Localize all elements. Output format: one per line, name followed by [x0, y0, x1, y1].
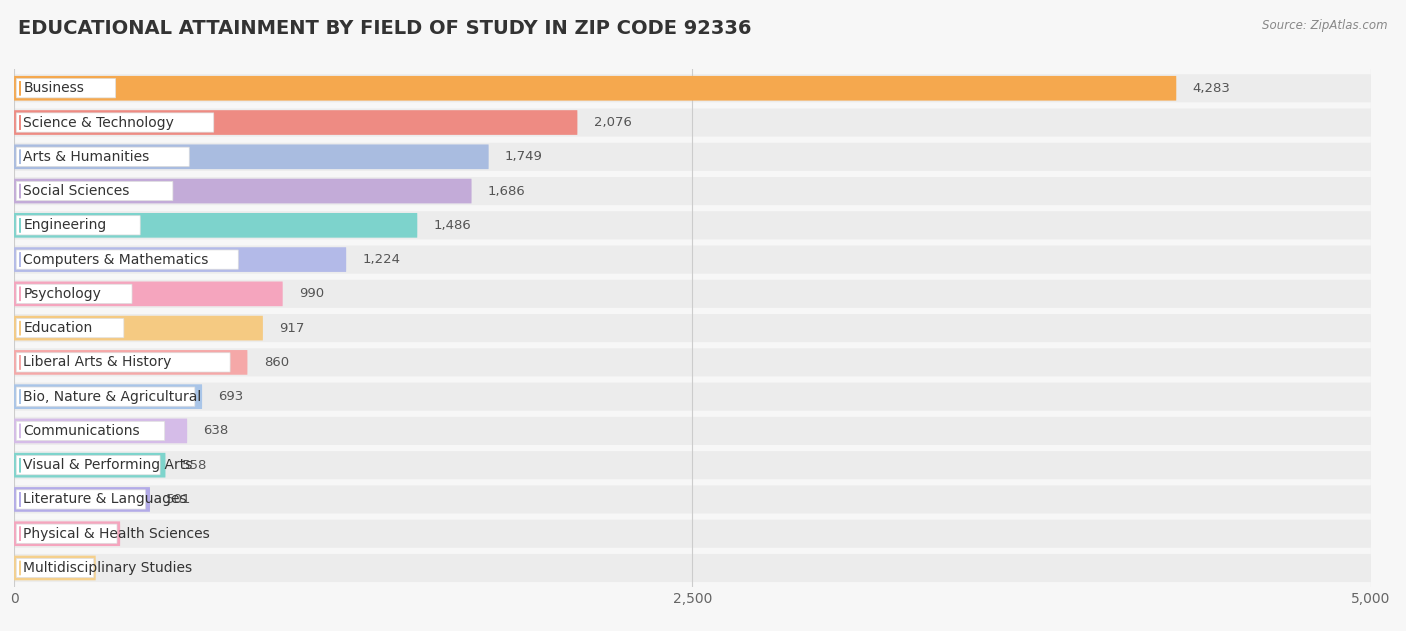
- FancyBboxPatch shape: [14, 350, 247, 375]
- FancyBboxPatch shape: [14, 520, 1371, 548]
- FancyBboxPatch shape: [17, 524, 117, 543]
- FancyBboxPatch shape: [14, 487, 150, 512]
- Text: 1,749: 1,749: [505, 150, 543, 163]
- FancyBboxPatch shape: [17, 113, 214, 132]
- FancyBboxPatch shape: [17, 147, 190, 167]
- Text: 501: 501: [166, 493, 191, 506]
- FancyBboxPatch shape: [17, 490, 145, 509]
- FancyBboxPatch shape: [14, 348, 1371, 377]
- FancyBboxPatch shape: [14, 453, 166, 478]
- FancyBboxPatch shape: [14, 110, 578, 135]
- Text: Engineering: Engineering: [24, 218, 107, 232]
- FancyBboxPatch shape: [14, 213, 418, 238]
- Text: 1,486: 1,486: [433, 219, 471, 232]
- FancyBboxPatch shape: [14, 179, 471, 203]
- FancyBboxPatch shape: [17, 558, 94, 577]
- Text: 990: 990: [299, 287, 325, 300]
- FancyBboxPatch shape: [14, 556, 96, 581]
- Text: 860: 860: [264, 356, 288, 369]
- FancyBboxPatch shape: [14, 316, 263, 341]
- Text: 638: 638: [204, 425, 229, 437]
- Text: EDUCATIONAL ATTAINMENT BY FIELD OF STUDY IN ZIP CODE 92336: EDUCATIONAL ATTAINMENT BY FIELD OF STUDY…: [18, 19, 752, 38]
- Text: 2,076: 2,076: [593, 116, 631, 129]
- FancyBboxPatch shape: [14, 247, 346, 272]
- FancyBboxPatch shape: [14, 521, 120, 546]
- FancyBboxPatch shape: [14, 314, 1371, 342]
- FancyBboxPatch shape: [14, 384, 202, 409]
- FancyBboxPatch shape: [17, 319, 124, 338]
- Text: Science & Technology: Science & Technology: [24, 115, 174, 129]
- Text: Business: Business: [24, 81, 84, 95]
- Text: Visual & Performing Arts: Visual & Performing Arts: [24, 458, 193, 472]
- FancyBboxPatch shape: [14, 451, 1371, 479]
- Text: Liberal Arts & History: Liberal Arts & History: [24, 355, 172, 369]
- FancyBboxPatch shape: [14, 245, 1371, 274]
- Text: 4,283: 4,283: [1192, 82, 1230, 95]
- FancyBboxPatch shape: [17, 353, 231, 372]
- FancyBboxPatch shape: [14, 76, 1177, 100]
- Text: Physical & Health Sciences: Physical & Health Sciences: [24, 527, 209, 541]
- FancyBboxPatch shape: [17, 387, 195, 406]
- FancyBboxPatch shape: [14, 281, 283, 306]
- FancyBboxPatch shape: [17, 182, 173, 201]
- FancyBboxPatch shape: [14, 74, 1371, 102]
- FancyBboxPatch shape: [17, 79, 115, 98]
- FancyBboxPatch shape: [17, 422, 165, 440]
- FancyBboxPatch shape: [14, 143, 1371, 171]
- Text: 1,224: 1,224: [363, 253, 401, 266]
- Text: Education: Education: [24, 321, 93, 335]
- Text: Literature & Languages: Literature & Languages: [24, 492, 187, 507]
- FancyBboxPatch shape: [14, 109, 1371, 136]
- FancyBboxPatch shape: [14, 554, 1371, 582]
- Text: Communications: Communications: [24, 424, 141, 438]
- FancyBboxPatch shape: [14, 177, 1371, 205]
- Text: Multidisciplinary Studies: Multidisciplinary Studies: [24, 561, 193, 575]
- FancyBboxPatch shape: [14, 382, 1371, 411]
- Text: 693: 693: [218, 390, 243, 403]
- FancyBboxPatch shape: [17, 284, 132, 304]
- FancyBboxPatch shape: [17, 250, 238, 269]
- FancyBboxPatch shape: [14, 144, 489, 169]
- Text: Bio, Nature & Agricultural: Bio, Nature & Agricultural: [24, 390, 201, 404]
- FancyBboxPatch shape: [14, 418, 187, 443]
- Text: Source: ZipAtlas.com: Source: ZipAtlas.com: [1263, 19, 1388, 32]
- FancyBboxPatch shape: [17, 216, 141, 235]
- FancyBboxPatch shape: [14, 485, 1371, 514]
- Text: 558: 558: [181, 459, 207, 472]
- FancyBboxPatch shape: [14, 211, 1371, 239]
- FancyBboxPatch shape: [14, 417, 1371, 445]
- Text: Social Sciences: Social Sciences: [24, 184, 129, 198]
- FancyBboxPatch shape: [17, 456, 160, 475]
- Text: Psychology: Psychology: [24, 287, 101, 301]
- Text: Computers & Mathematics: Computers & Mathematics: [24, 252, 208, 266]
- Text: Arts & Humanities: Arts & Humanities: [24, 150, 149, 164]
- Text: 917: 917: [280, 322, 305, 334]
- Text: 1,686: 1,686: [488, 184, 526, 198]
- FancyBboxPatch shape: [14, 280, 1371, 308]
